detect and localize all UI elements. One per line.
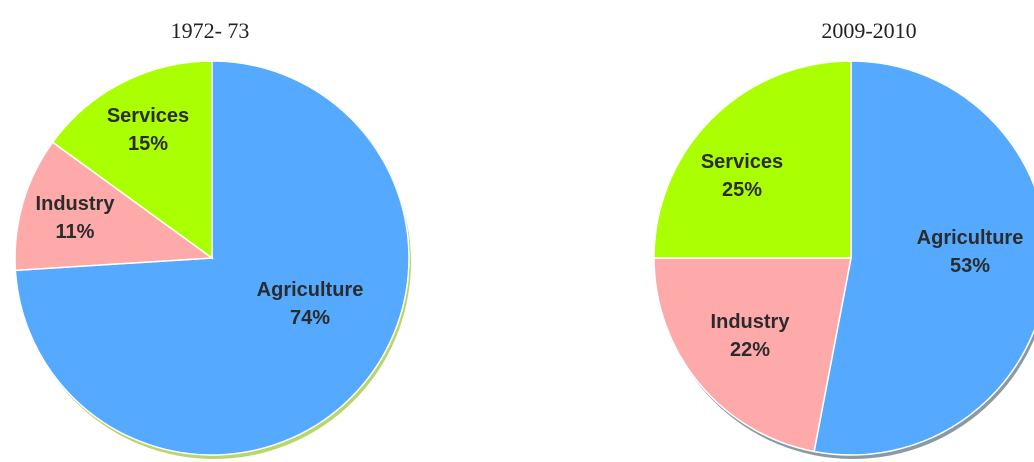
pie-chart-1972-73: Agriculture 74% Industry 11% Services 15% (14, 60, 411, 459)
slice-label-services: Services (701, 151, 783, 173)
chart-title-1972-73: 1972- 73 (170, 18, 250, 43)
slice-label-services: Services (107, 105, 189, 127)
pie-slice-agriculture (813, 60, 1034, 456)
pie-slice-industry (14, 141, 215, 272)
slice-label-agriculture: Agriculture (917, 227, 1024, 249)
slice-value-agriculture: 74% (290, 307, 330, 329)
pie-slice-services (51, 60, 213, 260)
slice-value-agriculture: 53% (950, 255, 990, 277)
slice-value-industry: 22% (730, 339, 770, 361)
pie-slice-services (653, 60, 852, 259)
slice-label-industry: Industry (711, 311, 791, 333)
slice-label-agriculture: Agriculture (257, 279, 364, 301)
pie-slice-industry (653, 257, 852, 453)
chart-title-2009-2010: 2009-2010 (821, 18, 917, 43)
pie-chart-2009-2010: Agriculture 53% Industry 22% Services 25% (653, 60, 1034, 459)
slice-value-services: 25% (722, 179, 762, 201)
slice-value-services: 15% (128, 133, 168, 155)
slice-label-industry: Industry (36, 193, 116, 215)
slice-value-industry: 11% (56, 221, 95, 243)
